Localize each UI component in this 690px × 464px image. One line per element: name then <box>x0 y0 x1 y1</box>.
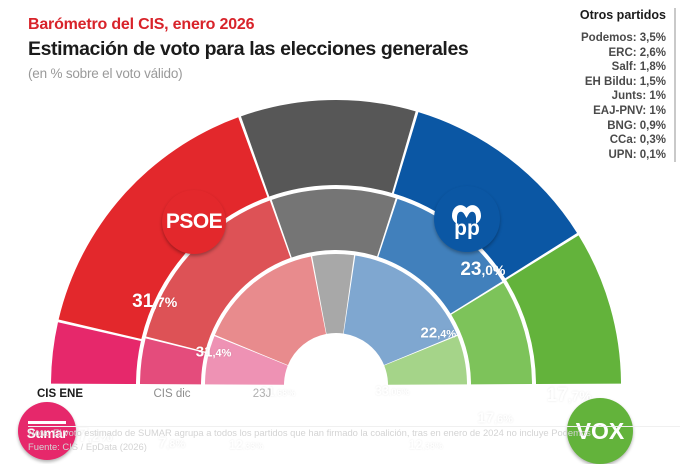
donut-slice-otros-2[interactable] <box>312 253 355 334</box>
sumar-badge: Sumar <box>18 402 76 460</box>
donut-slice-psoe-2[interactable] <box>214 256 327 366</box>
svg-text:pp: pp <box>454 217 480 239</box>
slice-value-pp-1: 22,4% <box>420 324 457 342</box>
pp-logo-icon: pp <box>452 205 481 239</box>
others-party-item: ERC: 2,6% <box>608 46 666 59</box>
others-party-item: Salf: 1,8% <box>611 61 666 74</box>
donut-slice-sumar-0[interactable] <box>51 322 141 384</box>
donut-slice-otros-0[interactable] <box>240 100 416 197</box>
others-parties-list: Podemos: 3,5% ERC: 2,6% Salf: 1,8% EH Bildu… <box>526 31 666 162</box>
sumar-logo-text: Sumar <box>26 425 68 441</box>
sumar-logo-bar <box>28 421 66 424</box>
half-donut-chart: 7,2% 31,7% 23,0% 17,7% 7,8% 31,4% 22,4% 17,6% 12… <box>0 78 690 464</box>
others-panel-title: Otros partidos <box>579 8 666 22</box>
donut-slice-sumar-1[interactable] <box>140 338 205 385</box>
psoe-logo-text: PSOE <box>165 210 223 233</box>
donut-label-layer: 7,2% 31,7% 23,0% 17,7% 7,8% 31,4% 22,4% 17,6% 12… <box>0 78 690 464</box>
ring-axis-label-23j: 23J <box>252 388 272 400</box>
footer-divider <box>28 426 680 427</box>
slice-value-pp-2: 33,06% <box>374 383 410 398</box>
slice-value-pp-0: 23,0% <box>460 259 506 281</box>
vox-badge: VOX <box>567 398 633 464</box>
slice-value-psoe-0: 31,7% <box>132 291 178 312</box>
ring-axis-label-cis-ene: CIS ENE <box>36 388 84 400</box>
donut-ring-1 <box>140 188 532 385</box>
donut-slice-psoe-1[interactable] <box>146 200 291 352</box>
others-party-item: EAJ-PNV: 1% <box>593 104 666 117</box>
donut-slice-vox-1[interactable] <box>451 282 532 385</box>
donut-slice-sumar-2[interactable] <box>205 336 288 385</box>
donut-slice-vox-0[interactable] <box>506 235 621 384</box>
others-party-item: CCa: 0,3% <box>609 134 666 147</box>
page-title: Estimación de voto para las elecciones g… <box>28 38 469 60</box>
vox-logo-text: VOX <box>575 417 625 444</box>
donut-ring-2 <box>205 253 467 385</box>
others-party-item: UPN: 0,1% <box>608 148 666 161</box>
pp-badge: pp <box>434 186 500 252</box>
others-party-item: Podemos: 3,5% <box>581 32 666 44</box>
others-parties-panel: Otros partidos Podemos: 3,5% ERC: 2,6% Sal… <box>526 8 676 163</box>
kicker-text: Barómetro del CIS, enero 2026 <box>28 16 255 33</box>
slice-value-vox-1: 17,6% <box>477 409 513 427</box>
footer: Nota: El voto estimado de SUMAR agrupa a… <box>28 426 680 454</box>
others-party-item: BNG: 0,9% <box>607 119 666 132</box>
footnote-text: Nota: El voto estimado de SUMAR agrupa a… <box>28 427 591 438</box>
others-party-item: Junts: 1% <box>611 90 666 103</box>
psoe-badge: PSOE <box>162 190 226 254</box>
donut-slice-pp-2[interactable] <box>343 255 457 366</box>
ring-axis-label-cis-dic: CIS dic <box>153 388 191 400</box>
donut-slice-pp-1[interactable] <box>378 198 503 314</box>
others-party-item: EH Bildu: 1,5% <box>584 75 666 88</box>
subtitle-text: (en % sobre el voto válido) <box>28 66 183 81</box>
slice-value-psoe-1: 31,4% <box>195 343 232 361</box>
donut-slice-otros-1[interactable] <box>271 188 396 258</box>
source-text: Fuente: CIS / EpData (2026) <box>28 441 147 452</box>
donut-slice-vox-2[interactable] <box>384 335 467 385</box>
